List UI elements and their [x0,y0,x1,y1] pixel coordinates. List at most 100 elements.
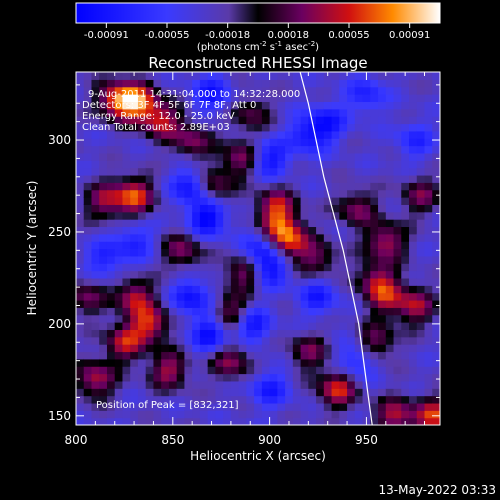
heatmap-cell [76,130,85,139]
heatmap-cell [91,182,100,191]
heatmap-cell [161,189,170,198]
heatmap-cell [176,174,186,183]
heatmap-cell [207,101,216,110]
heatmap-cell [308,86,317,95]
heatmap-cell [385,219,395,228]
heatmap-cell [168,292,178,301]
heatmap-cell [261,108,271,117]
heatmap-cell [137,94,147,103]
heatmap-cell [339,152,348,161]
heatmap-cell [137,226,147,235]
heatmap-cell [362,388,371,397]
heatmap-cell [137,116,147,125]
heatmap-cell [192,241,201,250]
heatmap-cell [261,152,271,161]
heatmap-cell [153,152,162,161]
heatmap-cell [99,299,108,308]
heatmap-cell [230,226,240,235]
heatmap-cell [91,138,100,147]
heatmap-cell [176,307,186,316]
heatmap-cell [323,167,333,176]
heatmap-cell [378,329,387,338]
heatmap-cell [354,417,364,425]
heatmap-cell [254,211,263,220]
heatmap-cell [308,79,317,88]
heatmap-cell [370,270,379,279]
heatmap-cell [331,358,340,367]
heatmap-cell [362,336,371,345]
heatmap-cell [130,248,139,257]
heatmap-cell [91,358,100,367]
heatmap-cell [168,123,178,132]
heatmap-cell [223,395,232,404]
heatmap-cell [122,402,131,411]
heatmap-cell [261,226,271,235]
heatmap-cell [292,373,302,382]
heatmap-cell [83,255,93,264]
heatmap-cell [106,86,116,95]
heatmap-cell [269,94,278,103]
heatmap-cell [277,197,286,205]
heatmap-cell [393,358,402,367]
heatmap-cell [192,204,201,213]
heatmap-cell [401,358,410,367]
heatmap-cell [145,255,155,264]
heatmap-cell [223,174,232,183]
heatmap-cell [176,145,186,154]
heatmap-cell [385,322,395,330]
heatmap-cell [285,307,294,316]
heatmap-cell [176,130,186,139]
heatmap-cell [370,152,379,161]
heatmap-cell [184,307,193,316]
heatmap-cell [145,307,155,316]
heatmap-cell [393,94,402,103]
heatmap-cell [215,167,224,176]
heatmap-cell [76,108,85,117]
heatmap-cell [269,189,278,198]
heatmap-cell [416,373,426,382]
heatmap-cell [354,226,364,235]
heatmap-cell [199,160,209,169]
heatmap-cell [385,388,395,397]
heatmap-cell [176,285,186,294]
heatmap-cell [176,94,186,103]
heatmap-cell [76,189,85,198]
heatmap-cell [254,226,263,235]
heatmap-cell [362,145,371,154]
heatmap-cell [199,79,209,88]
heatmap-cell [362,152,371,161]
heatmap-cell [223,197,232,205]
heatmap-cell [246,197,255,205]
heatmap-cell [130,130,139,139]
heatmap-cell [145,167,155,176]
heatmap-cell [292,329,302,338]
heatmap-cell [176,226,186,235]
heatmap-cell [184,402,193,411]
heatmap-cell [385,380,395,389]
heatmap-cell [401,197,410,205]
heatmap-cell [161,270,170,279]
heatmap-cell [83,138,93,147]
heatmap-cell [122,410,131,419]
heatmap-cell [168,373,178,382]
heatmap-cell [106,351,116,360]
heatmap-cell [385,182,395,191]
heatmap-cell [300,277,309,286]
heatmap-cell [261,314,271,323]
heatmap-cell [238,299,247,308]
heatmap-cell [199,395,209,404]
heatmap-cell [347,211,356,220]
heatmap-cell [76,263,85,272]
heatmap-cell [409,116,418,125]
heatmap-cell [114,79,124,88]
heatmap-cell [323,219,333,228]
heatmap-cell [378,314,387,323]
heatmap-cell [153,263,162,272]
heatmap-cell [378,116,387,125]
heatmap-cell [261,167,271,176]
heatmap-cell [393,233,402,242]
heatmap-cell [176,189,186,198]
heatmap-cell [83,263,93,272]
heatmap-cell [300,248,309,257]
heatmap-cell [339,189,348,198]
